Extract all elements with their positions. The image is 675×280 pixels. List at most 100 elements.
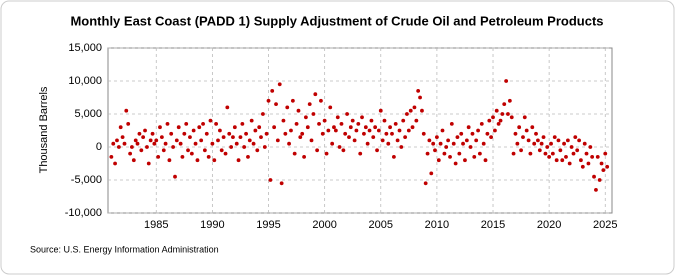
x-tick-label: 2025 (593, 219, 617, 231)
data-point (173, 174, 177, 179)
data-point (491, 115, 495, 120)
data-point (135, 141, 140, 146)
data-point (328, 105, 333, 110)
x-tick-label: 2005 (369, 219, 393, 231)
data-point (549, 141, 553, 146)
data-point (595, 155, 600, 159)
data-point (188, 135, 192, 140)
data-point (171, 145, 176, 149)
data-point (234, 141, 239, 146)
data-point (560, 158, 565, 163)
data-point (298, 135, 303, 140)
data-point (124, 108, 129, 113)
data-point (597, 178, 602, 182)
data-point (289, 128, 293, 133)
data-point (442, 151, 447, 156)
data-point (251, 141, 256, 146)
data-point (382, 118, 387, 123)
data-point (294, 122, 299, 126)
data-point (565, 138, 570, 143)
data-point (380, 138, 385, 143)
data-point (229, 145, 234, 149)
data-point (174, 138, 179, 143)
data-point (223, 151, 228, 156)
data-point (167, 158, 172, 163)
data-point (206, 155, 211, 159)
data-point (287, 141, 291, 146)
data-point (412, 105, 417, 110)
data-point (195, 158, 200, 163)
x-tick-label: 1985 (144, 219, 168, 231)
data-point (483, 158, 488, 163)
data-point (231, 135, 235, 140)
data-point (214, 122, 218, 126)
data-point (131, 158, 136, 163)
data-point (423, 181, 428, 186)
data-point (238, 135, 243, 140)
data-point (143, 128, 147, 133)
data-point (464, 138, 469, 143)
data-point (169, 131, 174, 136)
data-point (571, 151, 576, 156)
data-point (311, 112, 316, 116)
data-point (384, 131, 389, 136)
data-point (481, 141, 486, 146)
data-point (420, 108, 424, 113)
data-point (558, 148, 563, 153)
data-point (401, 118, 406, 123)
data-point (249, 118, 254, 123)
data-point (547, 155, 552, 159)
data-point (431, 141, 436, 146)
data-point (406, 128, 411, 133)
data-point (511, 151, 516, 156)
data-point (347, 135, 351, 140)
data-point (264, 131, 269, 136)
data-point (388, 125, 392, 130)
data-point (118, 125, 123, 130)
data-point (605, 164, 610, 169)
data-point (320, 131, 325, 136)
data-point (159, 135, 164, 140)
data-point (335, 115, 340, 120)
data-point (350, 118, 355, 123)
data-point (466, 125, 471, 130)
data-point (493, 128, 497, 133)
data-point (470, 131, 475, 136)
data-point (337, 145, 342, 149)
data-point (506, 112, 510, 116)
data-point (476, 128, 480, 133)
x-tick-label: 1990 (200, 219, 224, 231)
y-tick-label: -5,000 (71, 174, 102, 186)
data-point (130, 145, 134, 149)
data-point (521, 135, 525, 140)
data-point (333, 128, 338, 133)
data-point (193, 141, 198, 146)
data-point (244, 131, 248, 136)
data-point (519, 148, 523, 153)
data-point (128, 151, 133, 156)
data-point (292, 151, 297, 156)
data-point (408, 108, 413, 113)
data-point (534, 131, 538, 136)
data-point (509, 115, 514, 120)
data-point (156, 155, 161, 159)
data-point (303, 115, 308, 120)
data-point (225, 105, 230, 110)
data-point (590, 155, 595, 159)
data-point (522, 115, 527, 120)
data-point (122, 141, 127, 146)
data-point (221, 135, 226, 140)
source: Source: U.S. Energy Information Administ… (30, 244, 219, 254)
data-point (502, 102, 507, 106)
data-point (210, 141, 215, 146)
data-point (352, 138, 357, 143)
data-point (322, 118, 327, 123)
data-point (356, 122, 361, 126)
data-point (259, 135, 263, 140)
y-tick-label: 10,000 (68, 75, 102, 87)
data-point (440, 128, 445, 133)
data-point (539, 141, 544, 146)
data-point (116, 145, 121, 149)
data-point (330, 141, 335, 146)
data-point (457, 151, 462, 156)
